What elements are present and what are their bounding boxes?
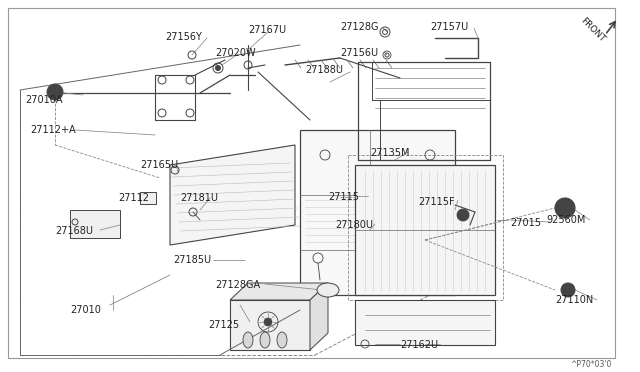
Text: 27188U: 27188U [305,65,343,75]
Text: 27128G: 27128G [340,22,378,32]
Text: 27135M: 27135M [370,148,410,158]
Text: 27156Y: 27156Y [165,32,202,42]
Text: ^P70*03'0: ^P70*03'0 [570,360,611,369]
Bar [348,155,503,300]
Text: 27112: 27112 [118,193,149,203]
Ellipse shape [277,332,287,348]
Ellipse shape [317,283,339,297]
Bar [140,192,156,204]
Text: 27112+A: 27112+A [30,125,76,135]
Text: 92560M: 92560M [546,215,586,225]
Bar [355,300,495,345]
Circle shape [457,209,469,221]
Text: 27180U: 27180U [335,220,373,230]
Circle shape [47,84,63,100]
Text: 27010: 27010 [70,305,101,315]
Text: 27128GA: 27128GA [215,280,260,290]
Circle shape [264,318,272,326]
Text: 27167U: 27167U [248,25,286,35]
Text: 27162U: 27162U [400,340,438,350]
Text: 27185U: 27185U [173,255,211,265]
Ellipse shape [243,332,253,348]
Bar [230,300,310,350]
Text: 27168U: 27168U [55,226,93,236]
Circle shape [555,198,575,218]
Text: FRONT: FRONT [579,16,607,44]
Text: 27010A: 27010A [25,95,63,105]
Bar [300,130,455,295]
Bar [70,210,120,238]
Ellipse shape [260,332,270,348]
Polygon shape [170,145,295,245]
Circle shape [561,283,575,297]
Text: 27110N: 27110N [555,295,593,305]
Text: 27156U: 27156U [340,48,378,58]
Text: 27015: 27015 [510,218,541,228]
Text: 27157U: 27157U [430,22,468,32]
Text: 27165U: 27165U [140,160,178,170]
Text: 27125: 27125 [208,320,239,330]
Text: 27020W: 27020W [215,48,255,58]
Text: 27115F: 27115F [418,197,454,207]
Text: 27115: 27115 [328,192,359,202]
Polygon shape [310,283,328,350]
Circle shape [216,65,221,71]
Bar [355,165,495,295]
Polygon shape [230,283,328,300]
Text: 27181U: 27181U [180,193,218,203]
